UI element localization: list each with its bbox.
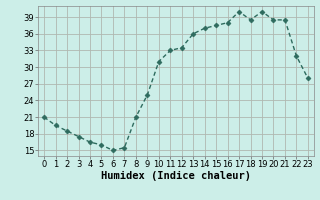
X-axis label: Humidex (Indice chaleur): Humidex (Indice chaleur) bbox=[101, 171, 251, 181]
